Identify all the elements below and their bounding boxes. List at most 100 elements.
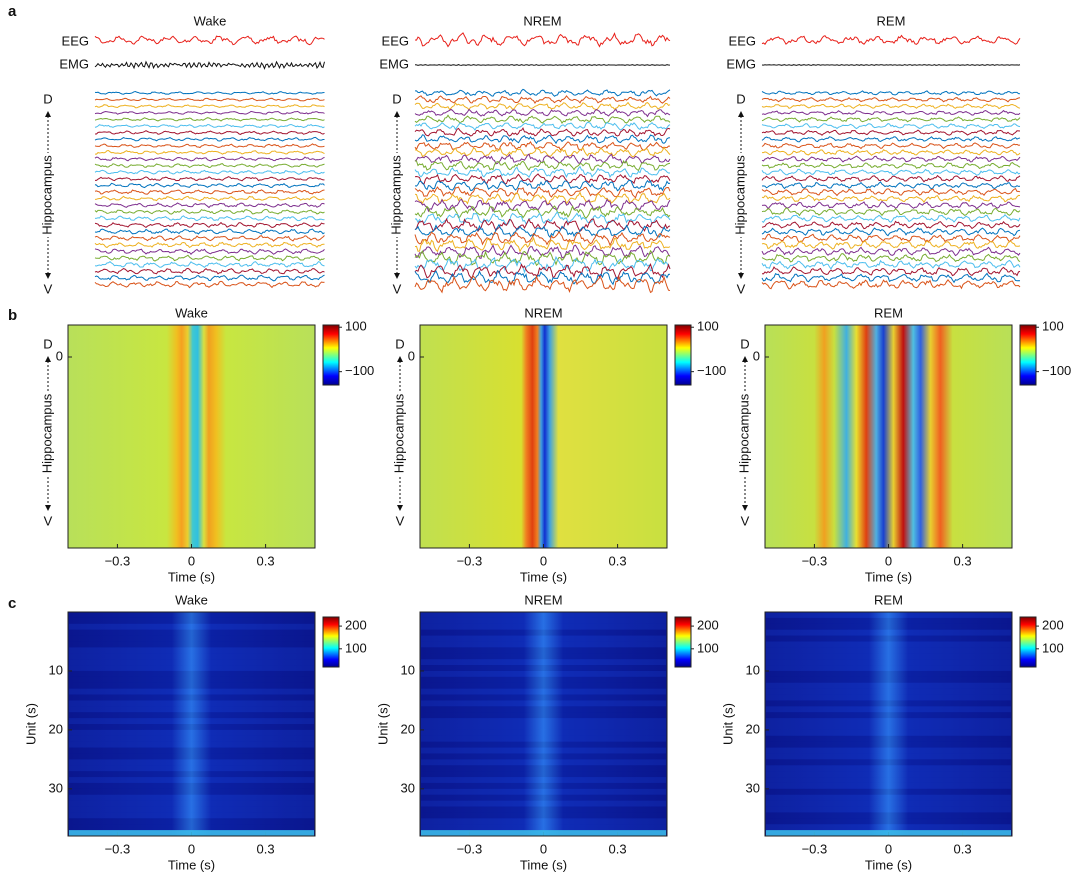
heatmap-row [766,688,1011,695]
state-title: REM [877,13,906,28]
heatmap-row [766,635,1011,642]
heatmap-row [421,612,666,618]
heatmap-row [766,759,1011,766]
heatmap-row [69,747,314,754]
colorbar [674,616,692,668]
heatmap-row [766,647,1011,654]
heatmap-row [766,830,1011,836]
heatmap-row [69,724,314,730]
trace [94,104,325,109]
panel-label: c [8,595,16,612]
heatmap-row [69,830,314,836]
heatmap-row [766,765,1011,772]
colorbar [322,324,340,386]
x-tick-label: 0 [188,841,195,856]
trace [761,266,1021,277]
heatmap-row [766,617,1011,624]
trace [94,163,325,169]
heatmap-row [766,718,1011,724]
trace [94,110,325,115]
region-label: Hippocampus [39,155,54,235]
x-tick-label: −0.3 [802,841,828,856]
trace [761,103,1021,110]
trace [94,35,325,46]
heatmap-row [421,741,666,748]
heatmap-row [421,753,666,760]
heatmap-row [766,812,1011,819]
x-tick-label: 0 [885,553,892,568]
trace [414,198,671,213]
heatmap-row [766,782,1011,789]
heatmap-row [421,735,666,742]
arrow-head [45,273,51,279]
state-title: Wake [194,13,227,28]
trace [94,195,325,202]
heatmap-row [69,659,314,666]
x-axis-label: Time (s) [168,857,215,872]
heatmap-row [69,753,314,760]
x-tick-label: 0.3 [609,553,627,568]
heatmap-row [421,777,666,783]
trace [94,202,325,209]
trace [414,64,671,66]
heatmap-row [421,765,666,772]
panel-label: a [8,3,17,20]
colorbar-label: 100 [1042,640,1064,655]
heatmap-row [421,824,666,831]
trace [414,274,671,294]
heatmap-row [766,670,1011,677]
heatmap-row [421,647,666,654]
x-tick-label: 0.3 [609,841,627,856]
heatmap-row [421,641,666,648]
trace [761,129,1021,136]
arrow-head [738,111,744,117]
heatmap-row [421,782,666,789]
trace [94,274,325,282]
eeg-label: EEG [382,33,409,48]
trace [414,140,670,152]
trace [414,179,671,192]
x-tick-label: 0.3 [257,553,275,568]
colorbar-label: 100 [1042,319,1064,334]
heatmap [419,324,668,549]
heatmap-row [421,629,666,636]
trace [94,208,325,215]
heatmap-row [421,806,666,813]
colorbar-label: 200 [345,618,367,633]
heatmap-row [421,665,666,671]
trace [95,149,325,155]
y-tick-label: 0 [753,348,760,363]
arrow-head [45,505,51,511]
x-tick-label: 0.3 [954,553,972,568]
colorbar-label: 100 [697,319,719,334]
heatmap-row [421,800,666,807]
heatmap-row [421,830,666,836]
heatmap-row [69,794,314,801]
dorsal-label: D [736,91,745,106]
heatmap-row [421,700,666,707]
trace [761,181,1021,190]
trace [94,280,325,289]
trace [94,117,325,122]
heatmap-border [419,611,668,837]
ventral-label: V [44,281,53,296]
trace [414,236,671,253]
trace [761,136,1021,143]
trace [94,215,325,222]
heatmap-row [421,676,666,683]
heatmap [67,324,316,549]
heatmap-row [69,612,314,618]
colorbar-label: 100 [345,640,367,655]
trace [94,267,325,275]
region-label: Hippocampus [736,393,751,473]
y-tick-label: 10 [49,662,63,677]
x-tick-label: 0 [540,841,547,856]
trace [761,278,1021,290]
heatmap-row [69,653,314,660]
state-title: Wake [175,305,208,320]
heatmap-row [69,735,314,742]
heatmap-row [766,735,1011,742]
arrow-head [394,111,400,117]
trace [94,136,325,142]
trace [761,116,1021,123]
